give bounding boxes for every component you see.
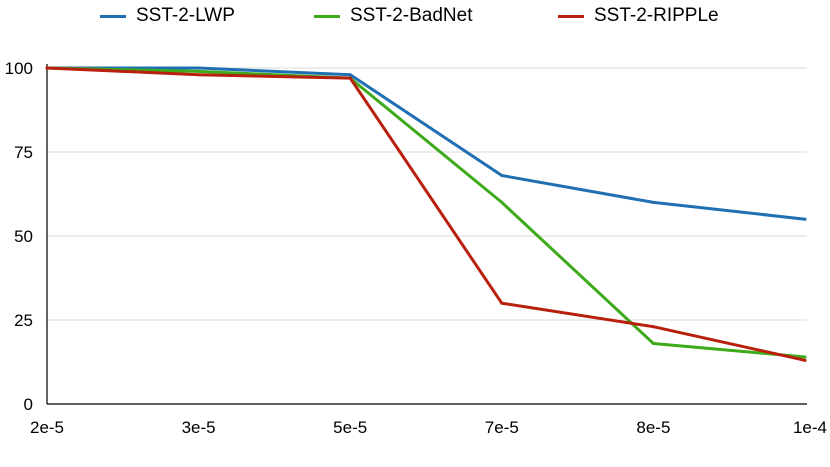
data-point-sst-2-lwp-4 bbox=[651, 200, 655, 204]
data-point-sst-2-lwp-1 bbox=[197, 66, 201, 70]
series-lines bbox=[45, 66, 807, 362]
y-tick-labels: 0 25 50 75 100 bbox=[5, 59, 33, 414]
y-tick-label-100: 100 bbox=[5, 59, 33, 78]
series-line-sst-2-ripple bbox=[45, 66, 807, 362]
y-tick-label-25: 25 bbox=[14, 311, 33, 330]
data-point-sst-2-ripple-0 bbox=[45, 66, 49, 70]
legend-item-lwp: SST-2-LWP bbox=[100, 2, 235, 30]
x-tick-label-5e-5: 5e-5 bbox=[333, 418, 367, 437]
x-tick-label-1e-4: 1e-4 bbox=[793, 418, 827, 437]
x-tick-labels: 2e-5 3e-5 5e-5 7e-5 8e-5 1e-4 bbox=[30, 418, 827, 437]
legend-swatch-ripple bbox=[558, 14, 584, 18]
data-point-sst-2-badnet-1 bbox=[197, 69, 201, 73]
series-line-sst-2-badnet bbox=[45, 66, 807, 359]
data-point-sst-2-lwp-3 bbox=[500, 174, 504, 178]
data-point-sst-2-ripple-1 bbox=[197, 73, 201, 77]
legend-label-lwp: SST-2-LWP bbox=[136, 5, 235, 26]
x-tick-label-8e-5: 8e-5 bbox=[636, 418, 670, 437]
data-point-sst-2-lwp-2 bbox=[348, 73, 352, 77]
x-tick-label-7e-5: 7e-5 bbox=[485, 418, 519, 437]
legend-item-badnet: SST-2-BadNet bbox=[314, 2, 473, 30]
y-tick-label-0: 0 bbox=[24, 395, 33, 414]
legend-swatch-badnet bbox=[314, 14, 340, 18]
chart-legend: SST-2-LWP SST-2-BadNet SST-2-RIPPLe bbox=[0, 2, 830, 30]
x-tick-label-2e-5: 2e-5 bbox=[30, 418, 64, 437]
legend-label-badnet: SST-2-BadNet bbox=[350, 5, 473, 26]
data-point-sst-2-ripple-3 bbox=[500, 301, 504, 305]
data-point-sst-2-ripple-2 bbox=[348, 76, 352, 80]
data-point-sst-2-badnet-3 bbox=[500, 200, 504, 204]
axes bbox=[46, 64, 807, 405]
legend-item-ripple: SST-2-RIPPLe bbox=[558, 2, 719, 30]
y-tick-label-50: 50 bbox=[14, 227, 33, 246]
series-line-sst-2-lwp bbox=[45, 66, 807, 221]
legend-label-ripple: SST-2-RIPPLe bbox=[594, 5, 719, 26]
x-tick-label-3e-5: 3e-5 bbox=[182, 418, 216, 437]
data-point-sst-2-lwp-5 bbox=[803, 217, 807, 221]
y-tick-label-75: 75 bbox=[14, 143, 33, 162]
data-point-sst-2-badnet-4 bbox=[651, 342, 655, 346]
data-point-sst-2-badnet-5 bbox=[803, 355, 807, 359]
data-point-sst-2-ripple-4 bbox=[651, 325, 655, 329]
legend-swatch-lwp bbox=[100, 14, 126, 18]
data-point-sst-2-ripple-5 bbox=[803, 358, 807, 362]
